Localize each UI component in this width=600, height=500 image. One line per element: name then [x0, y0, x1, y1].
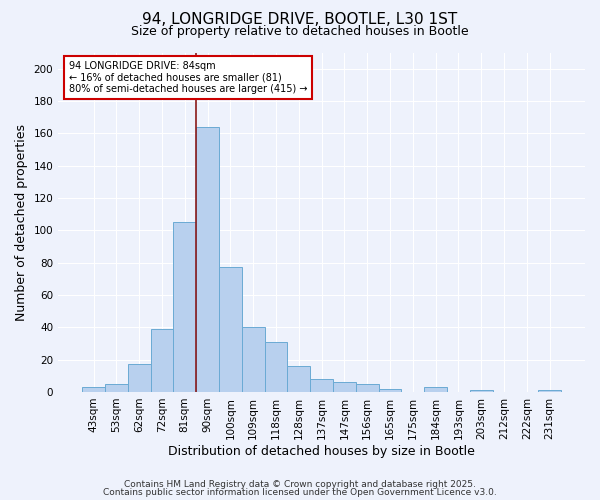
Bar — [105, 384, 128, 392]
Bar — [196, 127, 219, 392]
Bar — [333, 382, 356, 392]
Bar — [356, 384, 379, 392]
X-axis label: Distribution of detached houses by size in Bootle: Distribution of detached houses by size … — [168, 444, 475, 458]
Bar — [173, 222, 196, 392]
Text: Contains public sector information licensed under the Open Government Licence v3: Contains public sector information licen… — [103, 488, 497, 497]
Text: Contains HM Land Registry data © Crown copyright and database right 2025.: Contains HM Land Registry data © Crown c… — [124, 480, 476, 489]
Text: 94, LONGRIDGE DRIVE, BOOTLE, L30 1ST: 94, LONGRIDGE DRIVE, BOOTLE, L30 1ST — [142, 12, 458, 28]
Bar — [310, 379, 333, 392]
Bar — [128, 364, 151, 392]
Bar — [242, 328, 265, 392]
Y-axis label: Number of detached properties: Number of detached properties — [15, 124, 28, 320]
Text: Size of property relative to detached houses in Bootle: Size of property relative to detached ho… — [131, 25, 469, 38]
Bar — [287, 366, 310, 392]
Bar — [470, 390, 493, 392]
Bar — [538, 390, 561, 392]
Bar — [82, 387, 105, 392]
Text: 94 LONGRIDGE DRIVE: 84sqm
← 16% of detached houses are smaller (81)
80% of semi-: 94 LONGRIDGE DRIVE: 84sqm ← 16% of detac… — [69, 61, 307, 94]
Bar — [265, 342, 287, 392]
Bar — [219, 268, 242, 392]
Bar — [151, 329, 173, 392]
Bar — [424, 387, 447, 392]
Bar — [379, 388, 401, 392]
